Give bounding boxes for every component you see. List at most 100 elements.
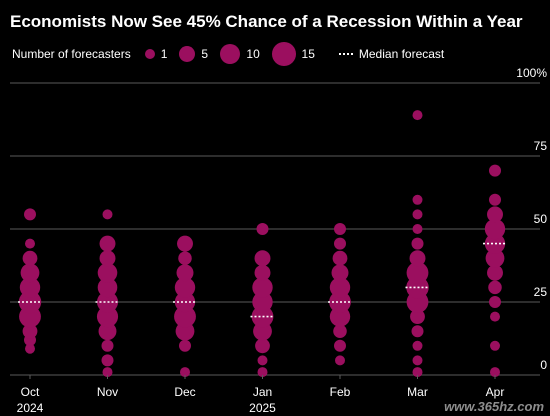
forecast-bubble [174,305,196,328]
forecast-bubble [178,251,192,265]
forecast-bubble [102,367,113,378]
forecast-bubble [177,235,193,252]
forecast-bubble [332,250,348,266]
median-legend: Median forecast [338,47,445,61]
forecast-bubble [257,367,268,378]
chart-title: Economists Now See 45% Chance of a Reces… [10,12,523,31]
forecast-bubble [412,355,423,366]
forecast-bubble [334,339,346,352]
size-legend-label: 1 [160,47,168,61]
forecast-bubble [333,324,347,338]
forecast-bubble [484,218,506,240]
watermark: www.365hz.com [444,399,544,414]
forecast-bubble [99,250,116,267]
forecast-bubble [489,164,501,177]
forecast-bubble [97,263,118,283]
forecast-bubble [410,309,425,324]
forecast-bubble [329,277,351,298]
size-legend-item: 10 [220,43,260,65]
forecast-bubble [489,193,501,206]
size-legend-item: 15 [271,42,315,66]
size-legend-dot [271,42,296,66]
forecast-bubble [174,277,196,298]
forecast-bubble [179,339,191,352]
x-year-label: 2025 [249,401,276,415]
x-year-label: 2024 [17,401,44,415]
forecast-bubble [25,238,35,249]
size-legend-item: 5 [179,46,208,62]
forecast-bubble [101,354,114,367]
forecast-bubble [412,340,423,351]
forecast-bubble [490,367,500,378]
size-legend-items: 1 5 10 15 [144,42,327,66]
forecast-bubble [412,194,423,205]
forecast-bubble [490,311,500,322]
forecast-bubble [19,277,41,298]
forecast-bubble [99,235,116,252]
forecast-bubble [412,367,423,378]
x-tick-label: Apr [486,385,505,399]
forecast-bubble [254,264,271,281]
forecast-bubble [485,248,505,268]
size-legend-dot [144,49,155,59]
forecast-bubble [24,208,36,221]
x-tick-label: Nov [97,385,118,399]
forecast-bubble [252,277,273,298]
forecast-bubble [25,343,35,354]
forecast-bubble [487,206,503,223]
forecast-bubble [335,355,345,366]
y-tick-label: 100% [516,66,547,80]
forecast-bubble [412,110,423,121]
forecast-bubble [98,322,117,341]
forecast-bubble [254,250,271,267]
forecast-bubble [101,339,114,352]
forecast-bubble [257,355,268,366]
size-legend-item: 1 [144,47,168,61]
x-tick-label: Mar [407,385,428,399]
forecast-bubble [490,340,500,351]
y-tick-label: 25 [534,285,548,299]
x-tick-label: Oct [21,385,40,399]
forecast-bubble [97,277,118,298]
forecast-bubble [255,338,270,354]
forecast-bubble [102,209,113,220]
forecast-bubble [412,224,423,234]
forecast-bubble [409,250,426,267]
forecast-bubble [488,280,502,295]
size-legend-dot [220,43,241,65]
forecast-bubble [22,250,38,266]
forecast-bubble [20,263,40,283]
forecast-bubble [331,264,349,282]
y-tick-label: 75 [534,139,548,153]
size-legend-label: 15 [301,47,315,61]
y-tick-label: 50 [534,212,548,226]
forecast-bubble [96,306,119,328]
forecast-bubble [175,321,195,341]
size-legend-label: 5 [201,46,209,61]
forecast-bubble [176,264,194,282]
forecast-bubble [406,261,429,284]
forecast-bubble [180,367,190,378]
forecast-bubble [253,321,272,341]
forecast-bubble [487,264,503,281]
forecast-bubble [252,291,273,313]
y-tick-label: 0 [540,358,547,372]
forecast-bubble [411,325,424,338]
size-legend-label: 10 [246,47,260,61]
size-legend-title: Number of forecasters [12,47,131,61]
x-tick-label: Dec [174,385,195,399]
forecast-bubble [411,237,424,250]
forecast-bubble [22,323,38,339]
forecast-bubble [489,296,501,308]
x-tick-label: Feb [330,385,351,399]
chart-legend: Number of forecasters 1 5 10 15 Median fore… [12,42,444,66]
x-tick-label: Jan [253,385,272,399]
size-legend-dot [179,46,196,62]
forecast-bubble [412,209,423,220]
median-legend-swatch [338,53,353,55]
forecast-bubble [334,237,346,250]
forecast-bubble [334,223,346,235]
forecast-bubble [256,223,269,235]
median-legend-label: Median forecast [358,47,445,61]
